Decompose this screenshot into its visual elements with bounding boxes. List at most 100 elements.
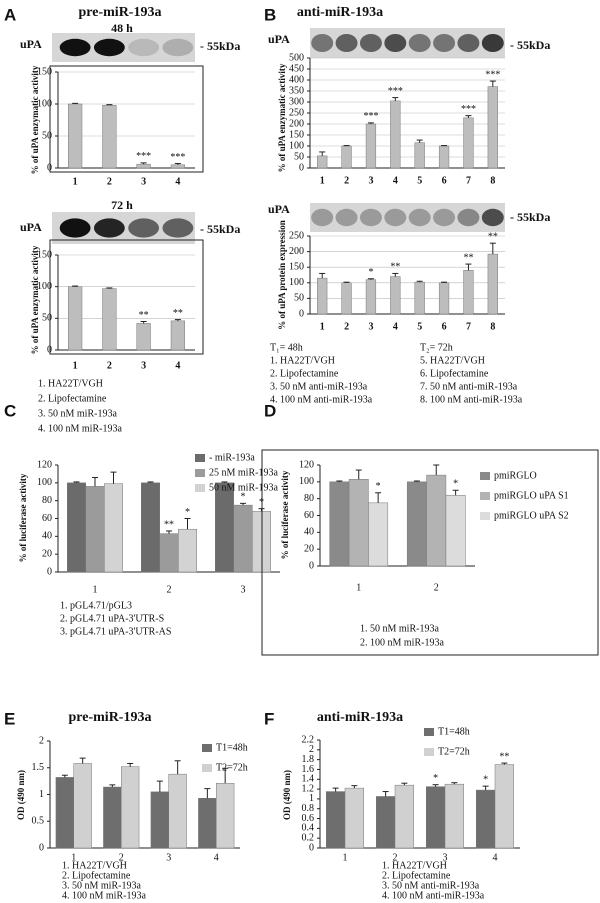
bar [55,777,74,849]
y-tick-label: 350 [289,85,304,96]
blot-band [59,218,91,238]
size-marker: - 55kDa [510,210,550,224]
y-tick-label: 0 [39,842,44,853]
x-tick-label: 3 [166,852,171,863]
x-tick-label: 6 [442,321,447,332]
y-tick-label: 250 [289,107,304,118]
bar [426,786,446,849]
bar [136,323,151,351]
blot-band [457,208,480,227]
blot-band [359,208,382,227]
x-tick-label: 3 [141,176,146,187]
plot-frame [49,239,204,355]
bar [476,789,496,849]
y-tick-label: 100 [37,477,52,488]
x-tick-label: 2 [344,175,349,186]
y-tick-label: 150 [289,129,304,140]
y-tick-label: 0 [47,344,52,355]
bar [487,253,498,315]
legend-swatch [480,492,490,500]
y-tick-label: 40 [304,527,314,538]
y-tick-label: 0.4 [302,823,315,834]
size-marker: - 55kDa [200,222,240,236]
blot-band [93,38,125,57]
legend-swatch [480,512,490,520]
blot-band [408,34,431,52]
bar [394,784,414,849]
x-tick-label: 4 [175,176,180,187]
blot-band [162,218,194,238]
y-tick-label: 50 [294,151,304,162]
significance-label: *** [485,69,500,80]
legend-swatch [424,728,434,736]
significance-label: *** [363,111,378,122]
blot-band [457,34,480,52]
x-tick-label: 1 [73,176,78,187]
legend-label: T2=72h [438,746,470,757]
y-tick-label: 1.4 [302,774,315,785]
x-tick-label: 4 [493,852,498,863]
legend-note: 2. pGL4.71 uPA-3'UTR-S [60,613,164,624]
bar [216,783,235,849]
y-tick-label: 0 [299,308,304,319]
legend-label: T2=72h [216,762,248,773]
bar [102,288,117,351]
bar [344,787,364,849]
x-tick-label: 1 [356,582,361,593]
bar [150,791,169,849]
y-tick-label: 150 [289,261,304,272]
bar [414,142,425,169]
legend-note: 1. HA22T/VGH [382,860,447,871]
blot-band [128,38,160,57]
bar [104,483,123,573]
bar [444,783,464,849]
legend-note: 3. 50 nM anti-miR-193a [382,880,480,891]
legend-note: 1. HA22T/VGH [38,378,103,389]
legend-note: 3. pGL4.71 uPA-3'UTR-AS [60,626,171,637]
blot-label: uPA [20,37,42,51]
panel-letter: E [4,709,15,728]
panel-letter: D [264,401,276,420]
blot-band [93,218,125,238]
bar [233,504,253,573]
x-tick-label: 2 [107,176,112,187]
blot-band [433,34,456,52]
x-tick-label: 2 [434,582,439,593]
significance-label: ** [488,231,498,242]
bar [414,281,425,315]
legend-label: T1=48h [438,726,470,737]
x-tick-label: 2 [344,321,349,332]
panel-title: anti-miR-193a [317,710,403,725]
x-tick-label: 8 [490,175,495,186]
y-tick-label: 0 [47,566,52,577]
x-tick-label: 7 [466,175,471,186]
x-tick-label: 4 [393,175,398,186]
x-tick-label: 5 [417,321,422,332]
bar [317,277,328,315]
x-tick-label: 1 [93,584,98,595]
bar [68,103,83,169]
legend-note: 4. 100 nM anti-miR-193a [270,394,373,405]
bar [390,276,401,315]
bar [390,100,401,169]
y-tick-label: 80 [42,495,52,506]
x-tick-label: 5 [417,175,422,186]
y-axis-label: % of uPA enzymatic activity [30,65,40,174]
y-tick-label: 0 [47,162,52,173]
blot-band [433,208,456,227]
y-tick-label: 50 [42,130,52,141]
bar [487,86,498,169]
significance-label: * [433,773,438,784]
y-tick-label: 100 [37,281,52,292]
y-tick-label: 0.5 [32,816,45,827]
bar [159,533,179,573]
legend-swatch [480,472,490,480]
bar [170,164,185,169]
legend-note: 3. 50 nM miR-193a [38,408,117,419]
legend-note: 5. HA22T/VGH [420,355,485,366]
x-tick-label: 4 [393,321,398,332]
blot-band [335,208,358,227]
x-tick-label: 1 [71,852,76,863]
y-tick-label: 1 [39,789,44,800]
bar [102,105,117,169]
